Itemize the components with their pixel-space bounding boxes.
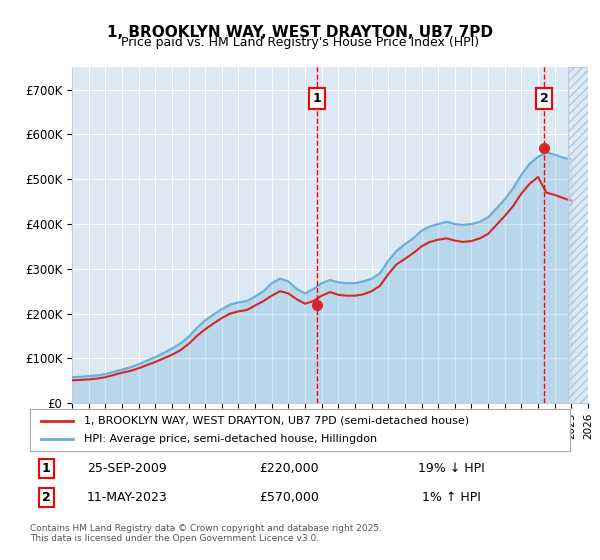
Text: 1% ↑ HPI: 1% ↑ HPI <box>422 491 481 504</box>
Text: Contains HM Land Registry data © Crown copyright and database right 2025.
This d: Contains HM Land Registry data © Crown c… <box>30 524 382 543</box>
Text: HPI: Average price, semi-detached house, Hillingdon: HPI: Average price, semi-detached house,… <box>84 434 377 444</box>
Text: 2: 2 <box>539 92 548 105</box>
Text: 11-MAY-2023: 11-MAY-2023 <box>87 491 167 504</box>
Text: 1: 1 <box>42 462 50 475</box>
Text: 25-SEP-2009: 25-SEP-2009 <box>88 462 167 475</box>
Text: £220,000: £220,000 <box>259 462 319 475</box>
Text: 19% ↓ HPI: 19% ↓ HPI <box>418 462 485 475</box>
Text: 2: 2 <box>42 491 50 504</box>
Text: 1, BROOKLYN WAY, WEST DRAYTON, UB7 7PD (semi-detached house): 1, BROOKLYN WAY, WEST DRAYTON, UB7 7PD (… <box>84 416 469 426</box>
Text: 1: 1 <box>313 92 322 105</box>
Text: £570,000: £570,000 <box>259 491 319 504</box>
Text: 1, BROOKLYN WAY, WEST DRAYTON, UB7 7PD: 1, BROOKLYN WAY, WEST DRAYTON, UB7 7PD <box>107 25 493 40</box>
Polygon shape <box>568 67 588 403</box>
Text: Price paid vs. HM Land Registry's House Price Index (HPI): Price paid vs. HM Land Registry's House … <box>121 36 479 49</box>
